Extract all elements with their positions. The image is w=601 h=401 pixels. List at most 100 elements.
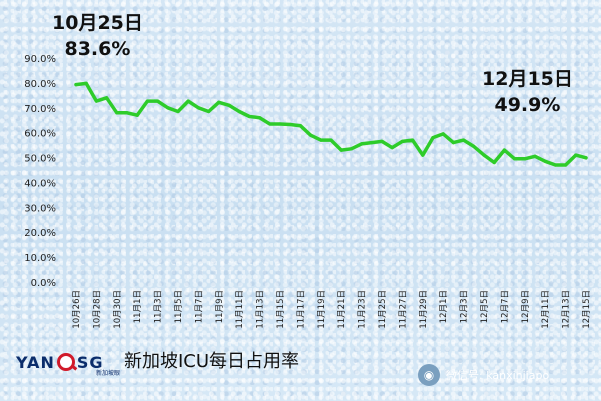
x-tick-label: 11月5日	[174, 290, 184, 323]
callout-end-value: 49.9%	[494, 94, 561, 116]
x-tick-label: 11月25日	[378, 290, 388, 329]
data-point	[574, 153, 578, 157]
data-point	[462, 138, 466, 142]
data-point	[451, 141, 455, 145]
data-point	[513, 157, 517, 161]
data-point	[564, 163, 568, 167]
callout-start-value: 83.6%	[64, 38, 131, 60]
data-point	[533, 154, 537, 158]
x-tick-label: 10月26日	[72, 290, 82, 329]
logo-subtitle: 新加坡眼	[96, 370, 121, 377]
data-point	[258, 116, 262, 120]
data-point	[319, 138, 323, 142]
x-axis-ticks: 10月26日 10月28日 10月30日 11月1日 11月3日 11月5日 11月7日 11…	[72, 290, 592, 329]
y-tick-label: 90.0%	[24, 54, 56, 65]
x-tick-label: 12月1日	[439, 290, 449, 323]
x-tick-label: 12月9日	[521, 290, 531, 323]
data-point	[339, 148, 343, 152]
data-point	[370, 141, 374, 145]
y-tick-label: 20.0%	[24, 228, 56, 239]
x-tick-label: 12月15日	[582, 290, 592, 329]
data-point	[94, 99, 98, 103]
data-point	[309, 133, 313, 137]
y-tick-label: 50.0%	[24, 154, 56, 165]
x-tick-label: 12月13日	[562, 290, 572, 329]
magnifier-icon	[56, 353, 75, 371]
x-tick-label: 11月23日	[358, 290, 368, 329]
x-tick-label: 12月11日	[541, 290, 551, 329]
data-point	[298, 124, 302, 128]
x-tick-label: 11月19日	[317, 290, 327, 329]
data-point	[482, 153, 486, 157]
logo-text-left: YAN	[16, 352, 55, 372]
data-point	[196, 106, 200, 110]
x-tick-label: 11月9日	[215, 290, 225, 323]
callout-start-date: 10月25日	[52, 12, 143, 34]
data-point	[176, 109, 180, 114]
data-points	[74, 81, 588, 167]
y-tick-label: 30.0%	[24, 203, 56, 214]
wechat-watermark: ◉ 微信号: kanxinjiapo	[418, 364, 549, 386]
x-tick-label: 11月7日	[194, 290, 204, 323]
callout-end: 12月15日 49.9%	[482, 66, 573, 118]
data-point	[502, 148, 506, 152]
callout-end-date: 12月15日	[482, 68, 573, 90]
yanqsg-logo: YAN SG 新加坡眼	[16, 348, 120, 378]
x-tick-label: 12月3日	[460, 290, 470, 323]
data-point	[390, 146, 394, 150]
wechat-label: 微信号: kanxinjiapo	[446, 369, 550, 382]
data-point	[115, 111, 119, 115]
y-tick-label: 10.0%	[24, 253, 56, 264]
data-point	[237, 109, 241, 114]
x-tick-label: 12月5日	[480, 290, 490, 323]
data-point	[472, 144, 476, 148]
data-point	[431, 136, 435, 140]
data-point	[84, 81, 88, 85]
y-axis-ticks: 0.0% 10.0% 20.0% 30.0% 40.0% 50.0% 60.0% 70.0% 8…	[24, 54, 56, 289]
data-point	[380, 139, 384, 143]
data-point	[360, 142, 364, 146]
x-tick-label: 10月28日	[92, 290, 102, 329]
data-point	[421, 153, 425, 157]
x-tick-label: 11月29日	[419, 290, 429, 329]
callout-start: 10月25日 83.6%	[52, 10, 143, 62]
y-tick-label: 40.0%	[24, 178, 56, 189]
data-point	[288, 122, 292, 127]
x-tick-label: 11月1日	[133, 290, 143, 323]
chart-caption: 新加坡ICU每日占用率	[124, 351, 300, 372]
x-tick-label: 11月15日	[276, 290, 286, 329]
y-tick-label: 80.0%	[24, 79, 56, 90]
x-tick-label: 12月7日	[500, 290, 510, 323]
x-tick-label: 11月11日	[235, 290, 245, 329]
data-point	[125, 111, 129, 115]
data-point	[400, 139, 404, 143]
x-tick-label: 11月13日	[256, 290, 266, 329]
x-tick-label: 11月21日	[337, 290, 347, 329]
data-point	[166, 106, 170, 110]
data-point	[227, 103, 231, 107]
x-tick-label: 10月30日	[113, 290, 123, 329]
data-point	[349, 147, 353, 151]
data-point	[523, 157, 527, 161]
data-point	[105, 96, 109, 100]
data-point	[543, 159, 547, 163]
data-point	[74, 83, 78, 87]
x-tick-label: 11月3日	[154, 290, 164, 323]
data-point	[217, 100, 221, 104]
data-point	[584, 156, 588, 160]
line-chart: 0.0% 10.0% 20.0% 30.0% 40.0% 50.0% 60.0% 70.0% 8…	[24, 54, 592, 329]
wechat-icon: ◉	[418, 364, 440, 386]
data-point	[492, 160, 496, 165]
data-point	[441, 132, 445, 136]
logo-text-right: SG	[76, 352, 104, 372]
y-tick-label: 0.0%	[31, 278, 56, 289]
x-tick-label: 11月17日	[296, 290, 306, 329]
data-point	[135, 113, 139, 117]
x-tick-label: 11月27日	[398, 290, 408, 329]
data-point	[268, 122, 272, 126]
data-point	[247, 114, 251, 119]
data-point	[329, 138, 333, 142]
y-tick-label: 60.0%	[24, 129, 56, 140]
data-point	[207, 109, 211, 114]
data-point	[186, 99, 190, 103]
